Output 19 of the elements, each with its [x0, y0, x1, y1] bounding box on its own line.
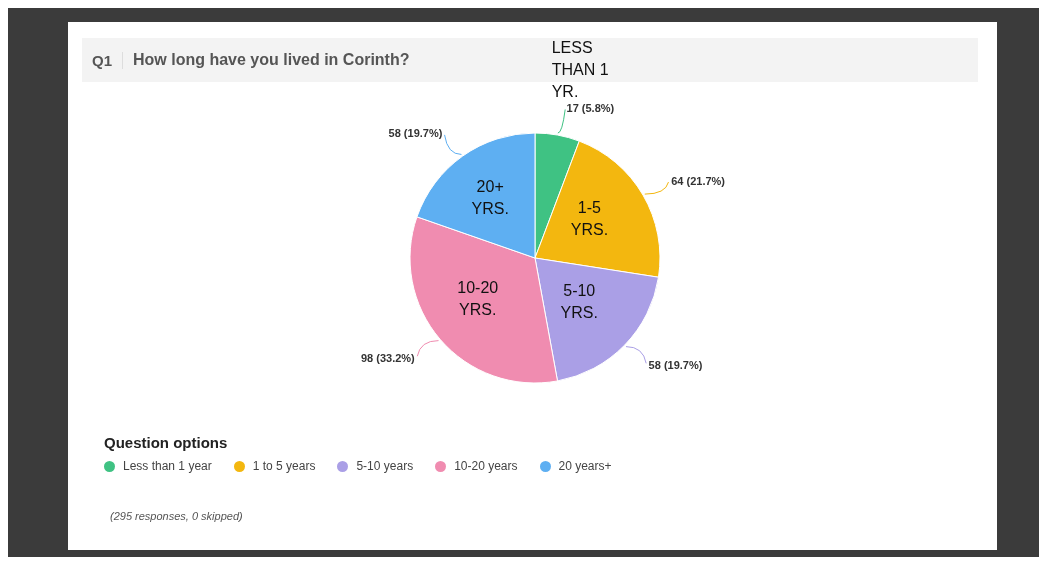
legend-label: 5-10 years [355, 459, 414, 473]
text: LESS THAN 1 YR. [551, 39, 609, 101]
legend-label: 1 to 5 years [251, 459, 316, 473]
legend-label: Less than 1 year [122, 459, 212, 473]
chart-title: Q1 [82, 51, 124, 69]
data-label: 58 (19.7%) [388, 127, 443, 140]
data-label: 98 (33.2%) [360, 351, 416, 364]
text: 1-5 YRS. [570, 199, 609, 239]
text: (295 responses, 0 skipped) [110, 510, 243, 522]
legend-title: Question options [104, 434, 229, 451]
data-label: 17 (5.8%) [566, 101, 615, 114]
text: 20+ YRS. [471, 177, 509, 217]
chart-subtitle: How long have you lived in Corinth? [132, 51, 410, 69]
text: 10-20 YRS. [457, 278, 499, 318]
legend-label: 10-20 years [453, 459, 518, 473]
data-label: 58 (19.7%) [648, 358, 703, 371]
legend-label: 20 years+ [557, 459, 612, 473]
data-label: 64 (21.7%) [671, 175, 726, 188]
text: 5-10 YRS. [560, 281, 598, 321]
